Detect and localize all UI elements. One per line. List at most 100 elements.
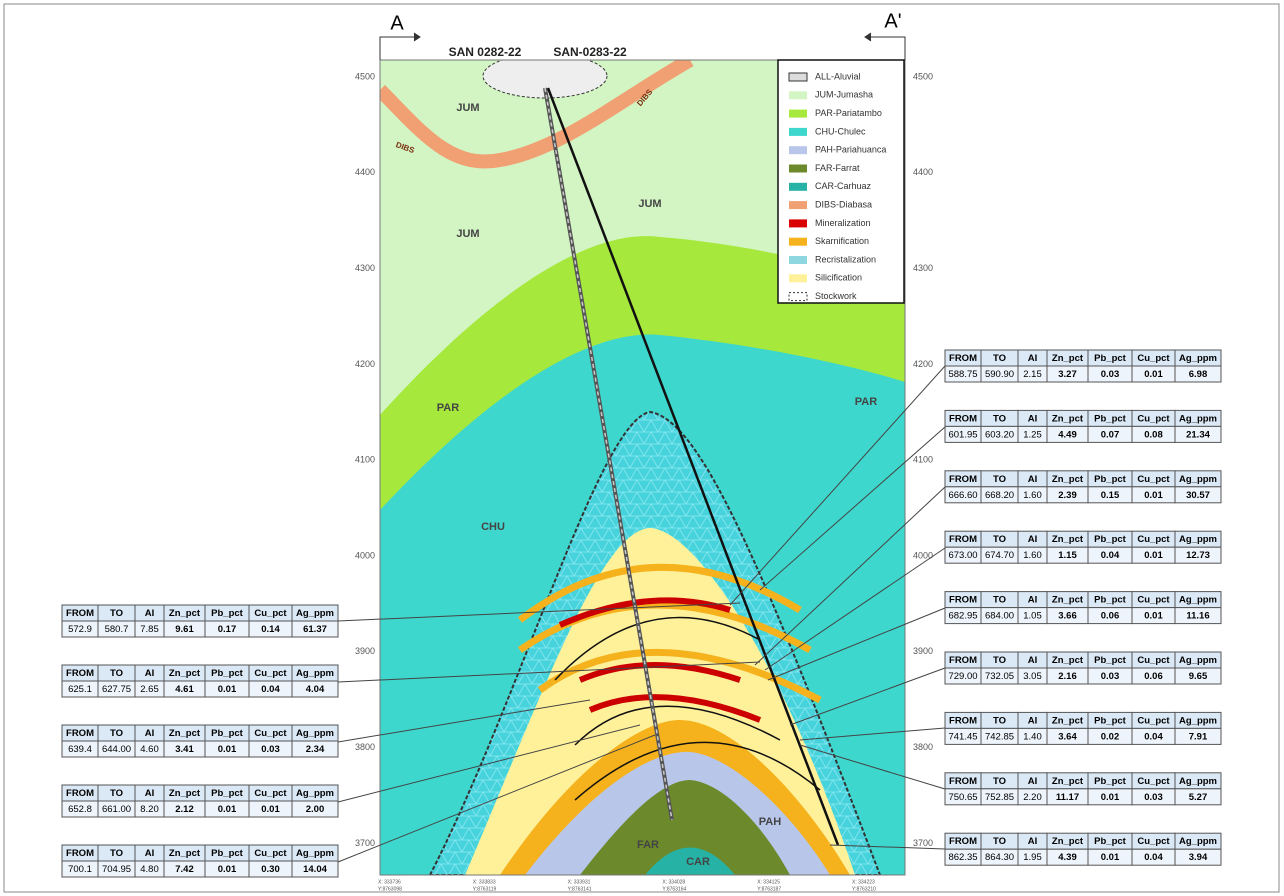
header-text: Zn_pct xyxy=(1052,715,1084,726)
header-text: AI xyxy=(145,608,155,619)
car-layer xyxy=(645,847,735,875)
value-text: 1.60 xyxy=(1023,550,1042,561)
header-text: Zn_pct xyxy=(1052,534,1084,545)
hole-name: SAN 0282-22 xyxy=(449,45,522,59)
elevation-label: 3800 xyxy=(355,742,375,752)
value-text: 4.80 xyxy=(140,864,159,875)
value-text: 2.34 xyxy=(306,744,325,755)
value-text: 0.01 xyxy=(1144,369,1163,380)
legend-swatch xyxy=(789,256,807,264)
elevation-label: 4000 xyxy=(913,550,933,560)
header-text: Zn_pct xyxy=(1052,655,1084,666)
value-text: 732.05 xyxy=(985,671,1014,682)
drill-hole-2 xyxy=(546,87,840,846)
header-text: TO xyxy=(993,715,1006,726)
value-text: 12.73 xyxy=(1186,550,1210,561)
value-text: 666.60 xyxy=(948,490,977,501)
value-text: 0.01 xyxy=(218,804,237,815)
header-text: FROM xyxy=(949,413,977,424)
legend-swatch xyxy=(789,127,807,136)
value-text: 2.12 xyxy=(175,804,194,815)
header-text: FROM xyxy=(66,788,94,799)
value-text: 0.04 xyxy=(261,684,280,695)
value-text: 661.00 xyxy=(102,804,131,815)
value-text: 0.01 xyxy=(218,744,237,755)
coordinate-label: X: 333736 xyxy=(378,879,401,885)
section-end: A' xyxy=(884,10,901,32)
legend-label: ALL-Aluvial xyxy=(815,71,861,81)
legend-swatch xyxy=(788,72,808,82)
value-text: 0.04 xyxy=(1144,852,1163,863)
unit-label: CAR xyxy=(686,856,710,868)
value-cell xyxy=(291,740,339,758)
assay-table: FROM 729.00 TO 732.05 AI 3.05 Zn_pct 2.16 Pb_pct… xyxy=(944,651,1222,685)
value-text: 3.66 xyxy=(1058,611,1077,622)
header-text: Cu_pct xyxy=(1137,715,1170,726)
elevation-label: 4100 xyxy=(355,455,375,465)
legend-swatch xyxy=(789,219,807,228)
header-text: FROM xyxy=(949,353,977,364)
assay-table: FROM 666.60 TO 668.20 AI 1.60 Zn_pct 2.39 Pb_pct… xyxy=(944,470,1222,504)
value-text: 0.04 xyxy=(1144,731,1163,742)
legend-swatch xyxy=(789,274,807,283)
header-text: FROM xyxy=(949,655,977,666)
elevation-label: 4200 xyxy=(913,359,933,369)
legend-swatch xyxy=(789,182,807,191)
elevation-label: 3900 xyxy=(355,646,375,656)
value-text: 4.61 xyxy=(175,684,194,695)
legend-swatch xyxy=(789,146,807,155)
header-text: Zn_pct xyxy=(169,668,201,679)
assay-table: FROM 588.75 TO 590.90 AI 2.15 Zn_pct 3.27 Pb_pct… xyxy=(944,349,1222,383)
header-text: Cu_pct xyxy=(254,608,287,619)
legend-label: Silicification xyxy=(815,273,862,283)
header-text: Zn_pct xyxy=(169,608,201,619)
value-text: 3.27 xyxy=(1058,369,1077,380)
legend-swatch xyxy=(789,237,807,246)
value-text: 3.05 xyxy=(1023,671,1042,682)
header-text: FROM xyxy=(949,836,977,847)
header-text: AI xyxy=(1028,534,1038,545)
value-text: 4.04 xyxy=(306,684,325,695)
section-start: A xyxy=(390,12,404,34)
header-text: Pb_pct xyxy=(1094,836,1127,847)
value-text: 4.60 xyxy=(140,744,159,755)
header-text: Ag_ppm xyxy=(1179,474,1217,485)
value-text: 0.01 xyxy=(1144,550,1163,561)
coordinate-label: X: 334223 xyxy=(852,879,875,885)
legend-label: Mineralization xyxy=(815,218,871,228)
unit-label: JUM xyxy=(638,198,661,210)
legend-label: CHU-Chulec xyxy=(815,126,866,136)
leader-lines xyxy=(337,365,946,863)
value-text: 2.65 xyxy=(140,684,159,695)
value-text: 0.03 xyxy=(1101,369,1120,380)
header-text: Pb_pct xyxy=(1094,776,1127,787)
value-text: 0.14 xyxy=(261,624,280,635)
value-text: 0.01 xyxy=(1101,852,1120,863)
legend-label: PAH-Pariahuanca xyxy=(815,145,886,155)
elevation-label: 3700 xyxy=(913,838,933,848)
coordinate-label: X: 333833 xyxy=(473,879,496,885)
header-text: Cu_pct xyxy=(1137,595,1170,606)
legend-label: Stockwork xyxy=(815,291,857,301)
value-text: 627.75 xyxy=(102,684,131,695)
header-text: TO xyxy=(993,836,1006,847)
value-cell xyxy=(1174,365,1222,383)
header-text: Zn_pct xyxy=(1052,595,1084,606)
value-text: 11.16 xyxy=(1186,611,1209,622)
header-text: FROM xyxy=(66,608,94,619)
header-text: AI xyxy=(145,668,155,679)
value-text: 7.85 xyxy=(140,624,159,635)
assay-table: FROM 639.4 TO 644.00 AI 4.60 Zn_pct 3.41 Pb_pct 0… xyxy=(61,724,339,758)
header-text: TO xyxy=(110,788,123,799)
header-text: Cu_pct xyxy=(1137,413,1170,424)
value-text: 580.7 xyxy=(105,624,129,635)
header-text: Zn_pct xyxy=(1052,776,1084,787)
header-text: AI xyxy=(1028,474,1038,485)
value-text: 7.42 xyxy=(175,864,194,875)
value-text: 0.08 xyxy=(1144,429,1163,440)
legend-swatch xyxy=(789,91,807,100)
header-text: Ag_ppm xyxy=(1179,776,1217,787)
value-cell xyxy=(1174,727,1222,745)
value-text: 0.02 xyxy=(1101,731,1120,742)
header-text: Ag_ppm xyxy=(1179,413,1217,424)
